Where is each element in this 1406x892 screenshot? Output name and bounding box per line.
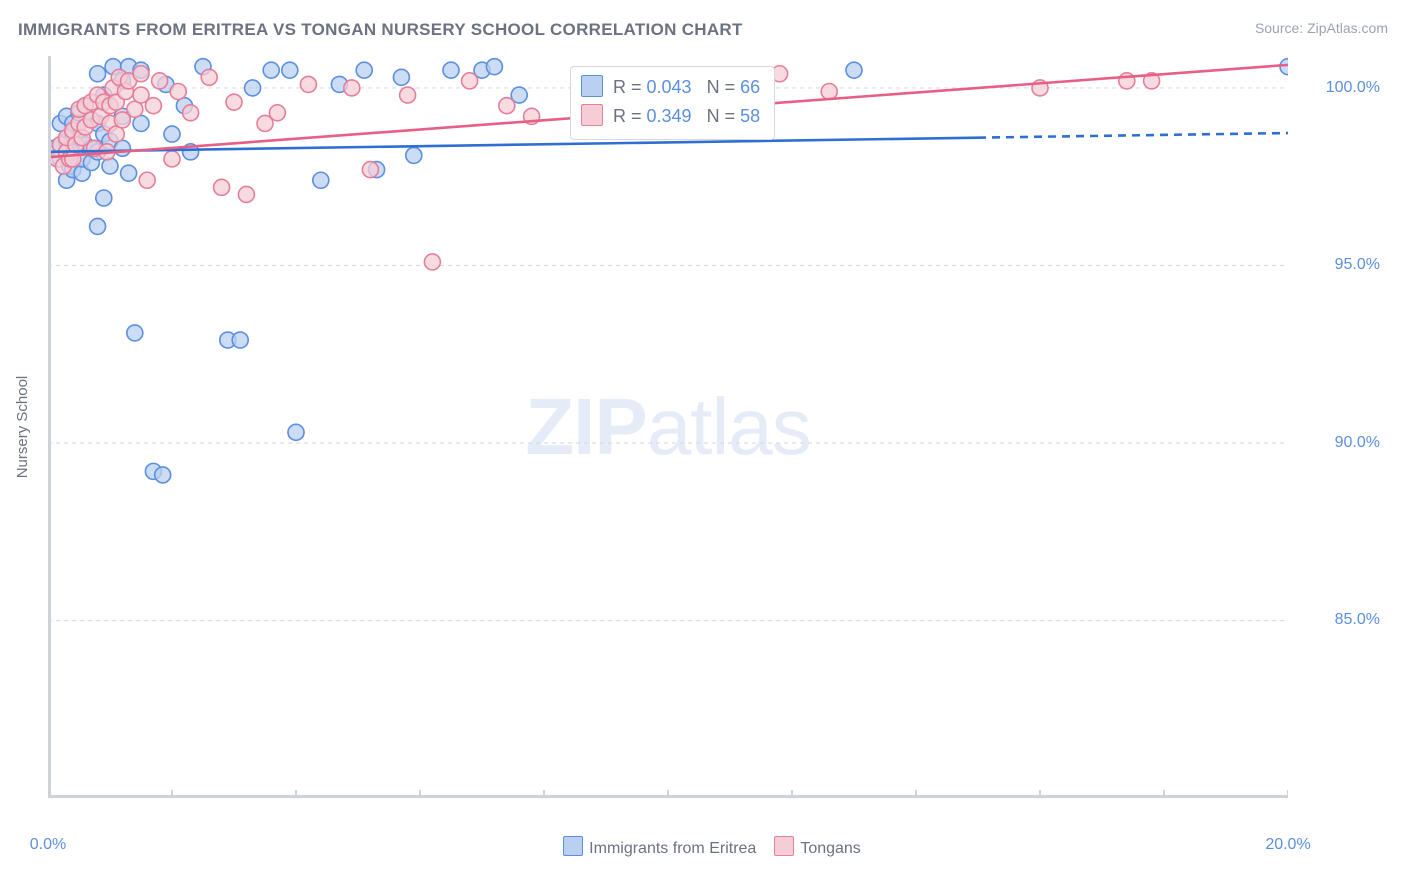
stat-row: R = 0.043 N = 66 [581,73,760,102]
legend-swatch [774,836,794,856]
stat-row: R = 0.349 N = 58 [581,102,760,131]
correlation-stats-box: R = 0.043 N = 66R = 0.349 N = 58 [570,66,775,140]
stat-swatch [581,75,603,97]
y-axis-line [48,56,51,798]
chart-title: IMMIGRANTS FROM ERITREA VS TONGAN NURSER… [18,20,743,39]
legend-label: Tongans [800,840,861,857]
plot-area: ZIPatlas R = 0.043 N = 66R = 0.349 N = 5… [48,56,1288,798]
y-tick-label: 90.0% [1335,434,1380,452]
stat-n-value: 66 [740,77,760,97]
scatter-svg [48,56,1288,798]
y-axis-label: Nursery School [14,56,31,798]
stat-n-value: 58 [740,106,760,126]
source-label: Source: ZipAtlas.com [1255,20,1388,36]
title-bar: IMMIGRANTS FROM ERITREA VS TONGAN NURSER… [18,20,1388,48]
y-tick-label: 85.0% [1335,611,1380,629]
stat-swatch [581,104,603,126]
legend-swatch [563,836,583,856]
legend-label: Immigrants from Eritrea [589,840,756,857]
stat-r-value: 0.349 [647,106,692,126]
source-prefix: Source: [1255,20,1307,36]
y-tick-label: 100.0% [1326,79,1380,97]
legend: Immigrants from Eritrea Tongans [0,836,1406,858]
source-name: ZipAtlas.com [1307,20,1388,36]
y-tick-label: 95.0% [1335,256,1380,274]
stat-r-value: 0.043 [647,77,692,97]
y-tick-labels: 100.0% 95.0% 90.0% 85.0% [1300,56,1380,798]
x-axis-line [48,795,1288,798]
